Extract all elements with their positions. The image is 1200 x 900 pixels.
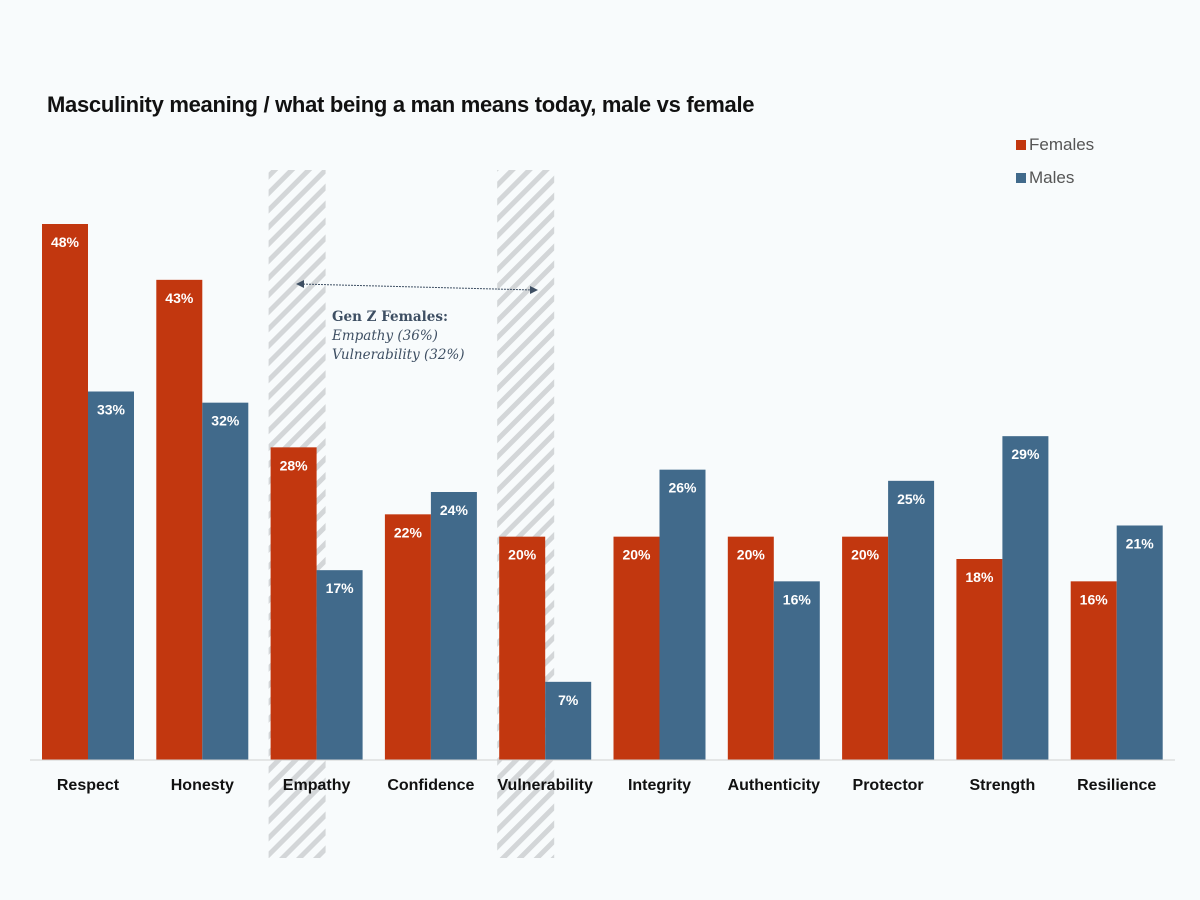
- legend: Females Males: [1016, 128, 1094, 194]
- legend-swatch-males: [1016, 172, 1026, 183]
- bar-males-authenticity: [773, 581, 820, 760]
- bar-females-honesty: [156, 279, 203, 760]
- bar-females-protector: [842, 536, 889, 760]
- annotation-arrow: [296, 280, 538, 294]
- data-label: 17%: [326, 580, 355, 596]
- data-label: 22%: [394, 524, 423, 540]
- data-label: 24%: [440, 502, 469, 518]
- category-label: Honesty: [171, 777, 234, 794]
- bar-females-empathy: [270, 447, 317, 760]
- bar-males-protector: [888, 480, 935, 760]
- data-label: 25%: [897, 491, 926, 507]
- bar-females-authenticity: [727, 536, 774, 760]
- category-label: Empathy: [283, 777, 351, 794]
- data-label: 20%: [508, 547, 537, 563]
- data-label: 20%: [851, 547, 880, 563]
- legend-item-males: Males: [1016, 161, 1094, 194]
- data-label: 43%: [165, 290, 194, 306]
- data-label: 16%: [783, 591, 812, 607]
- bar-males-resilience: [1116, 525, 1163, 760]
- data-label: 26%: [668, 480, 697, 496]
- bar-males-respect: [88, 391, 134, 760]
- legend-swatch-females: [1016, 139, 1026, 150]
- bar-males-integrity: [659, 469, 706, 760]
- data-label: 32%: [211, 413, 240, 429]
- category-label: Strength: [970, 777, 1036, 794]
- legend-label: Females: [1029, 134, 1095, 154]
- category-label: Confidence: [387, 777, 474, 794]
- annotation-line: Empathy (36%): [332, 328, 438, 344]
- category-label: Vulnerability: [497, 777, 593, 794]
- bar-females-resilience: [1070, 581, 1117, 760]
- data-label: 7%: [558, 692, 579, 708]
- bar-females-integrity: [613, 536, 660, 760]
- bar-females-vulnerability: [499, 536, 546, 760]
- annotation-line: Vulnerability (32%): [332, 347, 465, 363]
- bar-males-confidence: [430, 492, 477, 760]
- data-label: 48%: [51, 234, 80, 250]
- bar-males-empathy: [316, 570, 363, 760]
- category-label: Respect: [57, 777, 120, 794]
- chart-title: Masculinity meaning / what being a man m…: [47, 92, 755, 117]
- data-label: 20%: [622, 547, 651, 563]
- data-label: 21%: [1126, 536, 1155, 552]
- category-label: Protector: [853, 777, 924, 794]
- data-label: 18%: [965, 569, 994, 585]
- bar-males-vulnerability: [545, 681, 592, 760]
- category-label: Authenticity: [728, 777, 821, 794]
- bar-females-respect: [42, 224, 88, 760]
- bar-males-strength: [1002, 436, 1049, 760]
- data-label: 20%: [737, 547, 766, 563]
- category-label: Resilience: [1077, 777, 1156, 794]
- legend-item-females: Females: [1016, 128, 1094, 161]
- data-label: 29%: [1011, 446, 1040, 462]
- data-label: 33%: [97, 402, 126, 418]
- bar-males-honesty: [202, 402, 249, 760]
- data-label: 16%: [1080, 591, 1109, 607]
- annotation-heading: Gen Z Females:: [332, 309, 448, 325]
- bar-females-confidence: [384, 514, 431, 760]
- bar-females-strength: [956, 559, 1003, 760]
- data-label: 28%: [280, 457, 309, 473]
- legend-label: Males: [1029, 167, 1075, 187]
- category-label: Integrity: [628, 777, 691, 794]
- annotation-note: Gen Z Females: Empathy (36%) Vulnerabili…: [330, 308, 467, 365]
